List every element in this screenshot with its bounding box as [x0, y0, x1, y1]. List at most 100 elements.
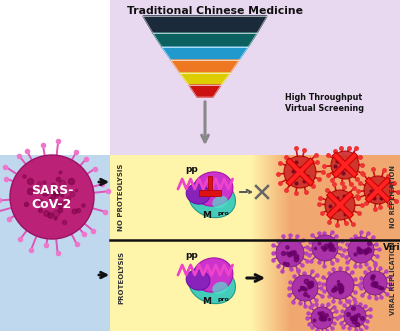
Bar [288, 155, 289, 240]
Bar [268, 240, 269, 331]
Bar [269, 240, 270, 331]
Polygon shape [162, 47, 248, 60]
Bar [277, 155, 278, 240]
Bar [199, 190, 221, 196]
Polygon shape [143, 16, 267, 33]
Bar [272, 155, 273, 240]
Polygon shape [171, 60, 239, 73]
Text: M: M [202, 298, 211, 307]
Bar [110, 155, 290, 240]
Bar [0, 155, 110, 331]
Circle shape [331, 151, 359, 179]
Bar [287, 155, 288, 240]
Bar [287, 240, 288, 331]
Bar [290, 240, 400, 331]
Ellipse shape [186, 184, 210, 204]
Ellipse shape [188, 178, 236, 218]
Bar [262, 155, 263, 240]
Text: NO REPLICATION: NO REPLICATION [390, 166, 396, 228]
Polygon shape [189, 85, 221, 97]
Bar [270, 155, 271, 240]
Bar [266, 240, 267, 331]
Bar [264, 155, 265, 240]
Bar [257, 155, 258, 240]
Bar [275, 155, 276, 240]
Bar [279, 155, 280, 240]
Bar [264, 240, 265, 331]
Bar [255, 155, 256, 240]
Bar [259, 240, 260, 331]
Bar [256, 155, 257, 240]
Bar [110, 0, 400, 155]
Text: pro: pro [217, 297, 229, 302]
Text: SARS-: SARS- [31, 183, 73, 197]
Bar [261, 155, 262, 240]
Bar [289, 240, 290, 331]
Bar [277, 240, 278, 331]
Bar [260, 155, 261, 240]
Bar [252, 240, 253, 331]
Bar [280, 240, 281, 331]
Bar [288, 240, 289, 331]
Bar [283, 240, 284, 331]
Bar [263, 240, 264, 331]
Bar [270, 240, 271, 331]
Bar [262, 240, 263, 331]
Bar [281, 155, 282, 240]
Polygon shape [180, 73, 230, 85]
Bar [258, 240, 259, 331]
Bar [258, 155, 259, 240]
Bar [257, 240, 258, 331]
Bar [261, 240, 262, 331]
Bar [253, 240, 254, 331]
Circle shape [10, 155, 94, 239]
Bar [284, 240, 285, 331]
Circle shape [363, 271, 387, 295]
Circle shape [348, 237, 374, 263]
Bar [110, 240, 290, 331]
Bar [267, 240, 268, 331]
Bar [282, 240, 283, 331]
Bar [285, 155, 286, 240]
Ellipse shape [212, 196, 228, 208]
Bar [255, 240, 256, 331]
Ellipse shape [212, 282, 228, 294]
Text: High Throughput
Virtual Screening: High Throughput Virtual Screening [285, 93, 364, 113]
Bar [267, 155, 268, 240]
Bar [279, 240, 280, 331]
Bar [290, 155, 400, 240]
Bar [274, 240, 275, 331]
Bar [280, 155, 281, 240]
Bar [276, 155, 277, 240]
Bar [284, 155, 285, 240]
Bar [250, 155, 251, 240]
Bar [273, 240, 274, 331]
Bar [254, 240, 255, 331]
Bar [260, 240, 261, 331]
Bar [256, 240, 257, 331]
Bar [281, 240, 282, 331]
Bar [274, 155, 275, 240]
Text: NO PROTEOLYSIS: NO PROTEOLYSIS [118, 163, 124, 231]
Bar [265, 155, 266, 240]
Bar [252, 155, 253, 240]
Bar [259, 155, 260, 240]
Bar [251, 240, 252, 331]
Ellipse shape [188, 264, 236, 304]
Ellipse shape [193, 172, 233, 206]
Bar [271, 240, 272, 331]
Bar [285, 240, 286, 331]
Bar [283, 155, 284, 240]
Circle shape [344, 305, 366, 327]
Text: M: M [202, 212, 211, 220]
Bar [271, 155, 272, 240]
Bar [266, 155, 267, 240]
Bar [286, 240, 287, 331]
Bar [278, 155, 279, 240]
Bar [269, 155, 270, 240]
Bar [250, 240, 251, 331]
Circle shape [312, 235, 338, 261]
Bar [265, 240, 266, 331]
Bar [276, 240, 277, 331]
Text: Traditional Chinese Medicine: Traditional Chinese Medicine [127, 6, 303, 16]
